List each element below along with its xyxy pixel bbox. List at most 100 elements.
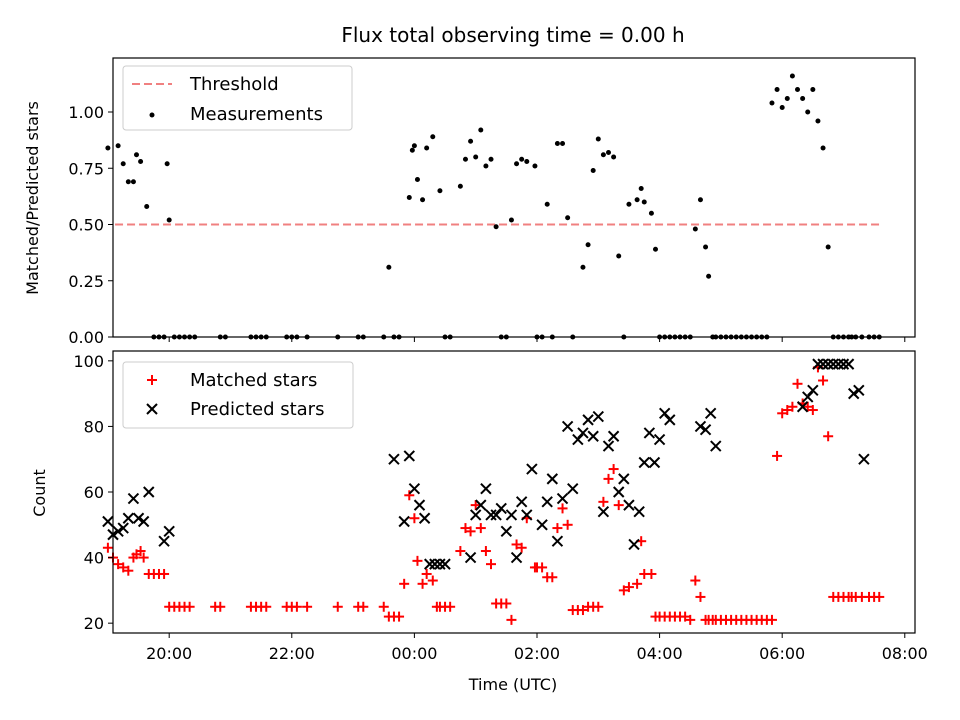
matched-point <box>511 539 522 550</box>
predicted-point <box>827 358 839 370</box>
measurement-point <box>164 161 170 167</box>
matched-point <box>547 572 558 583</box>
predicted-point <box>398 515 410 528</box>
bottom-plot: 20 40 60 80 100 20:00 22:00 00:00 02:00 04:00 06:… <box>30 350 928 694</box>
bottom-x-tick-label: 02:00 <box>514 644 560 663</box>
matched-point <box>506 614 517 625</box>
measurement-point <box>774 87 780 92</box>
bottom-x-tick-label: 22:00 <box>269 644 315 663</box>
bottom-x-tick-label: 04:00 <box>637 644 683 663</box>
bottom-y-tick-label: 40 <box>84 549 104 568</box>
top-plot: 0.00 0.25 0.50 0.75 1.00 Matched/Predicted s… <box>23 57 916 347</box>
matched-point <box>562 519 573 530</box>
predicted-point <box>546 473 559 485</box>
predicted-point <box>413 499 426 511</box>
matched-point <box>598 496 609 507</box>
bottom-y-tick-label: 20 <box>84 614 104 633</box>
predicted-point <box>127 492 140 505</box>
measurement-point <box>166 217 172 223</box>
measurement-point <box>105 145 111 151</box>
matched-point <box>772 450 783 461</box>
bottom-plot-y-ticks: 20 40 60 80 100 <box>73 352 113 633</box>
measurement-point <box>414 177 420 182</box>
matched-point <box>552 523 563 534</box>
predicted-point <box>536 519 548 531</box>
measurement-point <box>600 152 606 158</box>
predicted-point <box>802 391 814 403</box>
top-plot-title: Flux total observing time = 0.00 h <box>341 23 684 47</box>
predicted-point <box>102 515 114 528</box>
predicted-point <box>597 505 610 518</box>
matched-point <box>465 526 476 537</box>
predicted-point <box>796 401 809 413</box>
matched-point <box>455 546 466 557</box>
measurement-point <box>820 145 826 151</box>
measurement-point <box>544 201 550 207</box>
measurement-point <box>514 161 520 167</box>
predicted-point <box>521 509 533 521</box>
matched-point <box>516 542 527 553</box>
predicted-point <box>388 453 400 465</box>
measurement-point <box>144 204 150 209</box>
measurement-point <box>524 159 530 164</box>
measurement-point <box>779 105 785 110</box>
measurement-point <box>473 154 479 160</box>
measurement-point <box>409 147 415 153</box>
matched-point <box>378 601 389 612</box>
matched-point <box>603 473 614 484</box>
measurement-point <box>590 168 596 173</box>
bottom-plot-x-axis-label: Time (UTC) <box>468 675 557 694</box>
predicted-point <box>858 453 870 465</box>
matched-point <box>480 546 491 557</box>
measurement-point <box>606 150 612 155</box>
measurement-point <box>532 163 538 169</box>
predicted-point <box>822 358 834 370</box>
predicted-point <box>143 486 155 498</box>
measurement-point <box>493 224 499 230</box>
top-plot-legend: Threshold Measurements <box>122 65 353 131</box>
predicted-point <box>485 509 497 521</box>
predicted-point <box>607 430 620 442</box>
measurement-point <box>508 217 514 223</box>
measurement-point <box>626 201 632 207</box>
measurement-point <box>800 96 806 101</box>
predicted-point <box>515 496 528 508</box>
predicted-point <box>648 456 661 469</box>
measurement-point <box>411 143 417 149</box>
measurement-point <box>692 226 698 232</box>
matched-point <box>409 513 420 524</box>
matched-point <box>445 601 456 612</box>
matched-legend-label: Matched stars <box>190 370 317 391</box>
matched-point <box>215 601 226 612</box>
top-legend-box <box>122 65 353 131</box>
predicted-point <box>633 505 645 518</box>
predicted-point <box>408 483 421 495</box>
predicted-point <box>613 486 625 498</box>
top-y-tick-label: 0.75 <box>68 159 104 178</box>
measurement-point <box>519 156 525 162</box>
bottom-plot-marks <box>102 358 885 625</box>
matched-point <box>695 591 706 602</box>
predicted-point <box>132 512 145 524</box>
top-y-tick-label: 1.00 <box>68 103 104 122</box>
predicted-point <box>112 525 124 538</box>
predicted-point <box>842 358 855 370</box>
matched-point <box>623 582 634 593</box>
measurement-point <box>580 264 586 270</box>
measurement-point <box>595 136 601 142</box>
matched-point <box>421 568 432 579</box>
predicted-point <box>480 483 492 495</box>
bottom-x-tick-label: 06:00 <box>759 644 805 663</box>
threshold-legend-label: Threshold <box>189 74 279 95</box>
predicted-point <box>434 558 446 570</box>
predicted-point <box>469 509 482 521</box>
predicted-point <box>464 551 477 564</box>
measurement-point <box>795 87 801 92</box>
matched-point <box>685 614 696 625</box>
bottom-y-tick-label: 100 <box>73 352 104 371</box>
predicted-point <box>837 358 850 370</box>
predicted-point <box>551 535 564 547</box>
matched-legend-swatch <box>147 375 157 385</box>
predicted-point <box>429 558 441 570</box>
